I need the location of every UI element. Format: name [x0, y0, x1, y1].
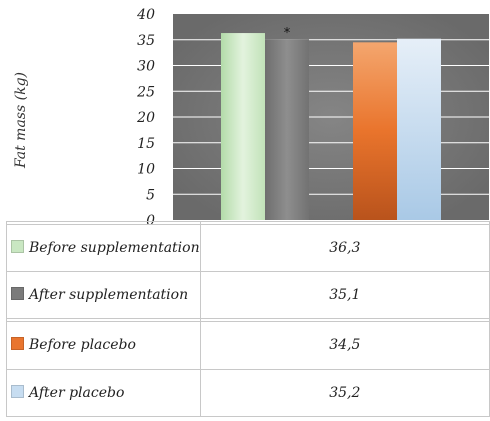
legend-swatch — [11, 337, 24, 351]
y-tick-label: 25 — [136, 84, 155, 100]
legend-swatch — [11, 287, 24, 301]
table-value: 36,3 — [199, 223, 490, 273]
table-row: After supplementation 35,1 — [6, 271, 490, 320]
legend-swatch — [11, 239, 24, 253]
legend-label: Before supplementation — [29, 239, 200, 256]
legend-swatch — [11, 384, 24, 398]
bars: * — [221, 26, 441, 221]
y-tick-label: 10 — [137, 162, 155, 178]
y-tick-label: 35 — [137, 33, 155, 49]
legend-label: After placebo — [29, 384, 125, 401]
bar-after-placebo — [397, 38, 441, 220]
table-row: Before placebo 34,5 — [6, 321, 490, 370]
y-tick-label: 15 — [137, 136, 155, 152]
y-tick-label: 30 — [137, 59, 155, 75]
y-tick-label: 5 — [146, 187, 155, 203]
significance-marker: * — [284, 26, 291, 41]
bar-after-supplementation — [265, 39, 309, 220]
table-value: 35,2 — [199, 368, 490, 418]
table-value: 35,1 — [199, 271, 490, 320]
y-tick-label: 20 — [136, 110, 155, 126]
bar-before-supplementation — [221, 33, 265, 221]
table-value: 34,5 — [199, 321, 490, 370]
legend-label: After supplementation — [29, 287, 189, 304]
y-tick-label: 40 — [136, 7, 155, 23]
legend-label: Before placebo — [29, 337, 136, 354]
table-row: Before supplementation 36,3 — [6, 223, 490, 273]
table-row: After placebo 35,2 — [6, 368, 490, 418]
data-table: Before supplementation 36,3 After supple… — [6, 221, 490, 418]
bar-before-placebo — [353, 42, 397, 221]
y-tick-label: 0 — [146, 213, 155, 229]
y-axis-ticks: 0 5 10 15 20 25 30 35 40 — [136, 7, 155, 229]
